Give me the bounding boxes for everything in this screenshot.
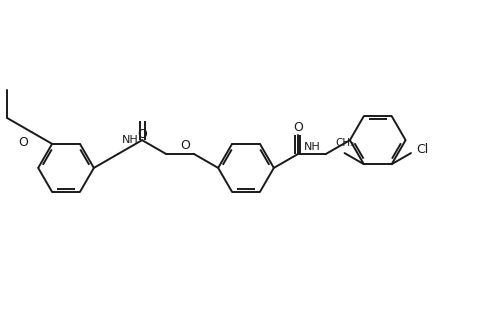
Text: O: O (137, 128, 147, 141)
Text: CH₃: CH₃ (335, 138, 354, 148)
Text: NH: NH (122, 135, 139, 145)
Text: O: O (293, 121, 303, 134)
Text: Cl: Cl (416, 143, 428, 156)
Text: O: O (18, 136, 28, 149)
Text: O: O (180, 139, 190, 152)
Text: NH: NH (304, 142, 320, 152)
